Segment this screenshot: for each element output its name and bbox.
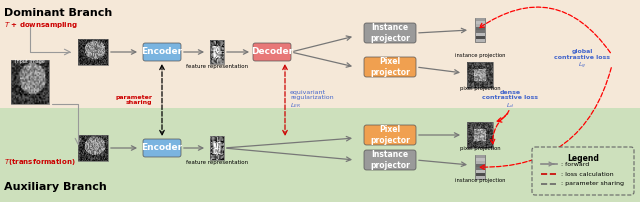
Bar xyxy=(467,62,493,88)
Bar xyxy=(210,136,224,160)
FancyBboxPatch shape xyxy=(143,139,181,157)
Bar xyxy=(476,176,484,179)
Text: global
contrastive loss
$L_g$: global contrastive loss $L_g$ xyxy=(554,49,610,71)
Text: instance projection: instance projection xyxy=(455,178,505,183)
Text: Auxiliary Branch: Auxiliary Branch xyxy=(4,182,107,192)
Bar xyxy=(210,40,224,64)
FancyBboxPatch shape xyxy=(253,43,291,61)
Bar xyxy=(476,24,484,27)
Bar xyxy=(476,167,484,170)
Text: : forward: : forward xyxy=(561,162,589,166)
Text: Encoder: Encoder xyxy=(141,143,182,153)
Text: Instance
projector: Instance projector xyxy=(370,23,410,43)
FancyBboxPatch shape xyxy=(364,125,416,145)
Bar xyxy=(475,18,485,42)
Bar xyxy=(476,21,484,24)
Bar xyxy=(476,36,484,39)
Bar xyxy=(78,39,108,65)
FancyBboxPatch shape xyxy=(532,147,634,195)
Bar xyxy=(11,60,49,104)
Text: instance projection: instance projection xyxy=(455,53,505,58)
Text: Pixel
projector: Pixel projector xyxy=(370,57,410,77)
Text: Legend: Legend xyxy=(567,154,599,163)
Text: pixel projection: pixel projection xyxy=(460,86,500,91)
Bar xyxy=(476,30,484,33)
Text: parameter
sharing: parameter sharing xyxy=(115,95,152,105)
Bar xyxy=(476,33,484,36)
Text: feature representation: feature representation xyxy=(186,64,248,69)
Bar xyxy=(476,161,484,164)
Text: feature representation: feature representation xyxy=(186,160,248,165)
Text: Encoder: Encoder xyxy=(141,47,182,57)
FancyBboxPatch shape xyxy=(364,23,416,43)
Text: dense
contrastive loss
$L_d$: dense contrastive loss $L_d$ xyxy=(482,89,538,110)
Bar xyxy=(476,164,484,167)
Bar xyxy=(476,27,484,30)
Text: $T$(transformation): $T$(transformation) xyxy=(4,157,76,167)
Text: : loss calculation: : loss calculation xyxy=(561,171,614,177)
FancyBboxPatch shape xyxy=(364,150,416,170)
Text: equivariant
regularization
$L_{ER}$: equivariant regularization $L_{ER}$ xyxy=(290,89,333,110)
Bar xyxy=(0,0,640,108)
Text: Instance
projector: Instance projector xyxy=(370,150,410,170)
Bar xyxy=(476,173,484,176)
Text: $T$ + downsampling: $T$ + downsampling xyxy=(4,20,78,30)
Bar xyxy=(475,155,485,179)
Text: Pixel
projector: Pixel projector xyxy=(370,125,410,145)
Bar xyxy=(476,18,484,21)
Bar xyxy=(476,155,484,158)
Text: Input Image: Input Image xyxy=(15,59,45,64)
FancyBboxPatch shape xyxy=(364,57,416,77)
Text: : parameter sharing: : parameter sharing xyxy=(561,182,624,186)
Text: pixel projection: pixel projection xyxy=(460,146,500,151)
Bar xyxy=(476,170,484,173)
Bar xyxy=(78,135,108,161)
Bar xyxy=(467,122,493,148)
FancyBboxPatch shape xyxy=(143,43,181,61)
Text: Dominant Branch: Dominant Branch xyxy=(4,8,112,18)
Bar xyxy=(0,108,640,202)
Bar xyxy=(476,39,484,42)
Text: Decoder: Decoder xyxy=(251,47,293,57)
Bar xyxy=(476,158,484,161)
